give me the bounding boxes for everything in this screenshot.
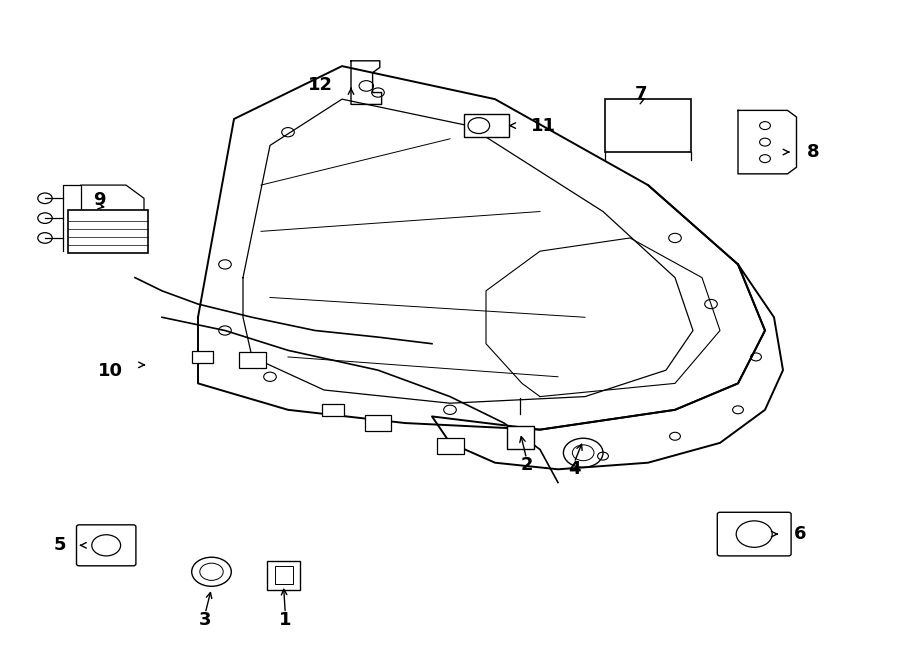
FancyBboxPatch shape [364,415,392,431]
Text: 1: 1 [279,611,292,629]
Text: 7: 7 [634,85,647,103]
Text: 3: 3 [199,611,212,629]
Text: 8: 8 [806,143,819,161]
Text: 9: 9 [93,190,105,209]
FancyBboxPatch shape [464,114,508,137]
Text: 6: 6 [794,525,806,543]
Text: 12: 12 [308,75,333,94]
FancyBboxPatch shape [192,351,213,363]
FancyBboxPatch shape [274,566,292,584]
FancyBboxPatch shape [68,210,148,253]
FancyBboxPatch shape [507,426,534,449]
Text: 4: 4 [568,460,580,479]
FancyBboxPatch shape [322,404,344,416]
Text: 2: 2 [520,456,533,475]
FancyBboxPatch shape [436,438,464,454]
Text: 10: 10 [98,362,123,381]
FancyBboxPatch shape [76,525,136,566]
FancyBboxPatch shape [267,561,300,590]
FancyBboxPatch shape [605,99,691,152]
Text: 5: 5 [53,536,66,555]
FancyBboxPatch shape [717,512,791,556]
FancyBboxPatch shape [238,352,266,368]
Text: 11: 11 [531,116,556,135]
